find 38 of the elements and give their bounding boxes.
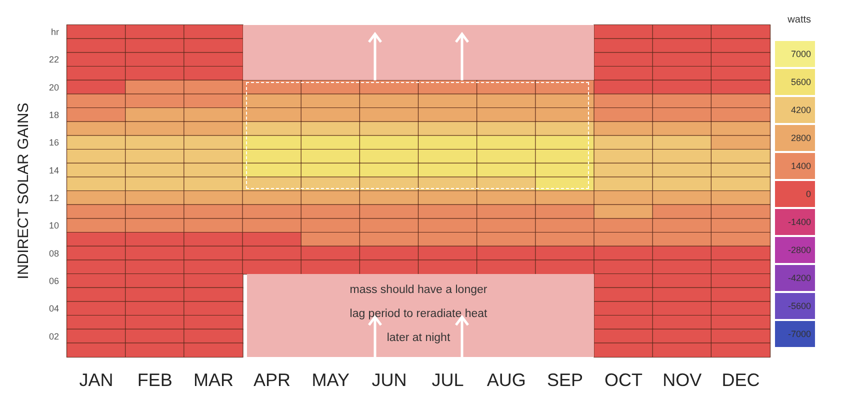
y-tick-label: 02: [48, 331, 59, 342]
x-tick-label: JUN: [372, 370, 407, 390]
y-tick-label: 04: [48, 304, 59, 314]
x-tick-label: SEP: [546, 370, 583, 390]
y-tick-label: 20: [48, 82, 59, 92]
annotation: mass should have a longer lag period to reradiate heat later at night: [348, 283, 488, 346]
color-bar-label: -7000: [788, 329, 811, 339]
y-tick-label: 18: [48, 110, 59, 120]
x-tick-label: MAR: [193, 370, 234, 390]
y-tick-label: 14: [48, 165, 59, 176]
y-tick-label: 22: [48, 54, 59, 65]
color-bar-label: -1400: [788, 217, 811, 227]
x-tick-label: JAN: [79, 370, 114, 390]
x-tick-label: OCT: [604, 370, 643, 390]
color-bar-label: 5600: [790, 77, 811, 87]
color-bar-label: 0: [806, 189, 811, 199]
x-tick-label: MAY: [312, 370, 350, 390]
y-tick-label: 16: [48, 138, 59, 148]
x-tick-label: DEC: [722, 370, 760, 390]
x-tick-label: FEB: [137, 370, 172, 390]
color-bar-title: watts: [786, 14, 812, 26]
color-bar-label: 2800: [790, 133, 811, 143]
color-bar-label: 1400: [790, 161, 811, 171]
y-tick-label: hr: [50, 26, 59, 37]
color-bar-label: -4200: [788, 273, 811, 283]
x-tick-label: NOV: [662, 370, 702, 390]
x-tick-label: JUL: [432, 370, 464, 390]
color-bar-label: -5600: [788, 301, 811, 311]
color-bar-label: 4200: [790, 105, 811, 115]
color-bar-label: 7000: [790, 49, 811, 59]
x-tick-label: APR: [254, 370, 291, 390]
y-tick-label: 12: [48, 192, 59, 203]
color-bar-label: -2800: [788, 245, 811, 255]
y-axis-title: INDIRECT SOLAR GAINS: [15, 102, 32, 280]
y-tick-label: 06: [48, 276, 59, 286]
x-tick-label: AUG: [486, 370, 526, 390]
y-tick-label: 10: [48, 220, 59, 231]
y-tick-label: 08: [48, 248, 59, 258]
